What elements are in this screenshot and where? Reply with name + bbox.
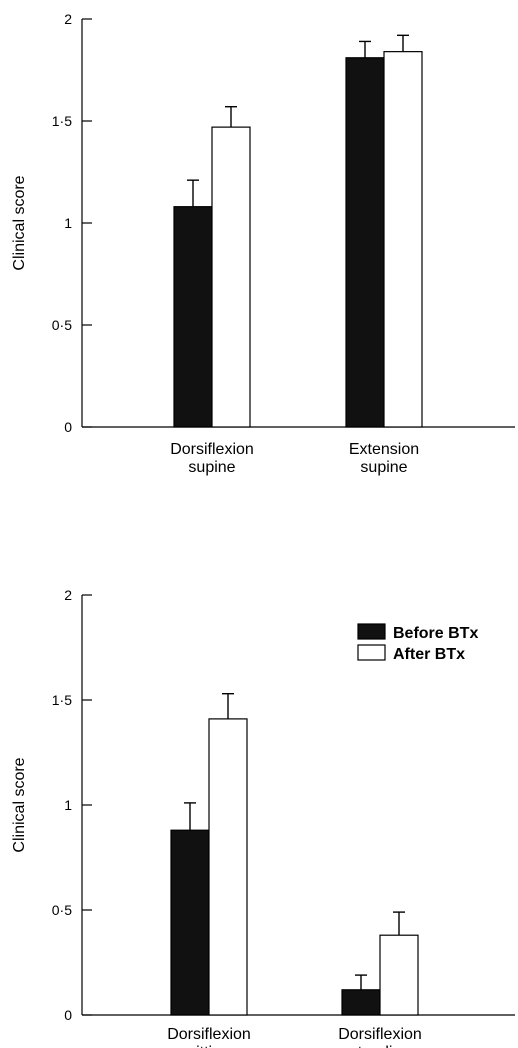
- legend: Before BTx After BTx: [357, 623, 478, 663]
- bar: [341, 989, 381, 1016]
- y-tick-label: 1: [64, 797, 72, 813]
- y-tick-label: 0: [64, 419, 72, 435]
- y-axis-label: Clinical score: [11, 175, 28, 270]
- bar: [173, 206, 213, 428]
- y-tick-label: 1·5: [52, 692, 72, 708]
- legend-swatch: [357, 644, 386, 661]
- category-label-line: standing: [350, 1044, 411, 1048]
- category-label: Extension supine: [349, 441, 419, 476]
- y-tick-label: 0·5: [52, 902, 72, 918]
- category-label-line: supine: [360, 459, 407, 476]
- category-label-line: Dorsiflexion: [167, 1026, 251, 1043]
- y-tick-label: 1: [64, 215, 72, 231]
- category-label-line: Dorsiflexion: [170, 441, 254, 458]
- category-label: Dorsiflexionstanding: [338, 1026, 422, 1048]
- bar: [345, 57, 385, 428]
- category-label: Dorsiflexion supine: [170, 441, 254, 476]
- y-tick-label: 0·5: [52, 317, 72, 333]
- category-label-line: supine: [188, 459, 235, 476]
- y-tick-label: 2: [64, 11, 72, 27]
- y-tick-label: 1·5: [52, 113, 72, 129]
- category-label-line: Extension: [349, 441, 419, 458]
- bar: [211, 126, 251, 428]
- y-tick-label: 0: [64, 1007, 72, 1023]
- bar: [379, 934, 419, 1016]
- legend-swatch: [357, 623, 386, 640]
- bar: [170, 829, 210, 1016]
- category-label-line: Dorsiflexion: [338, 1026, 422, 1043]
- y-axis-label: Clinical score: [11, 757, 28, 852]
- bar: [208, 718, 248, 1016]
- bar: [383, 51, 423, 428]
- category-label-line: sitting: [188, 1044, 230, 1048]
- category-label: Dorsiflexionsitting: [167, 1026, 251, 1048]
- legend-label: Before BTx: [393, 625, 478, 642]
- y-tick-label: 2: [64, 587, 72, 603]
- legend-label: After BTx: [393, 646, 465, 663]
